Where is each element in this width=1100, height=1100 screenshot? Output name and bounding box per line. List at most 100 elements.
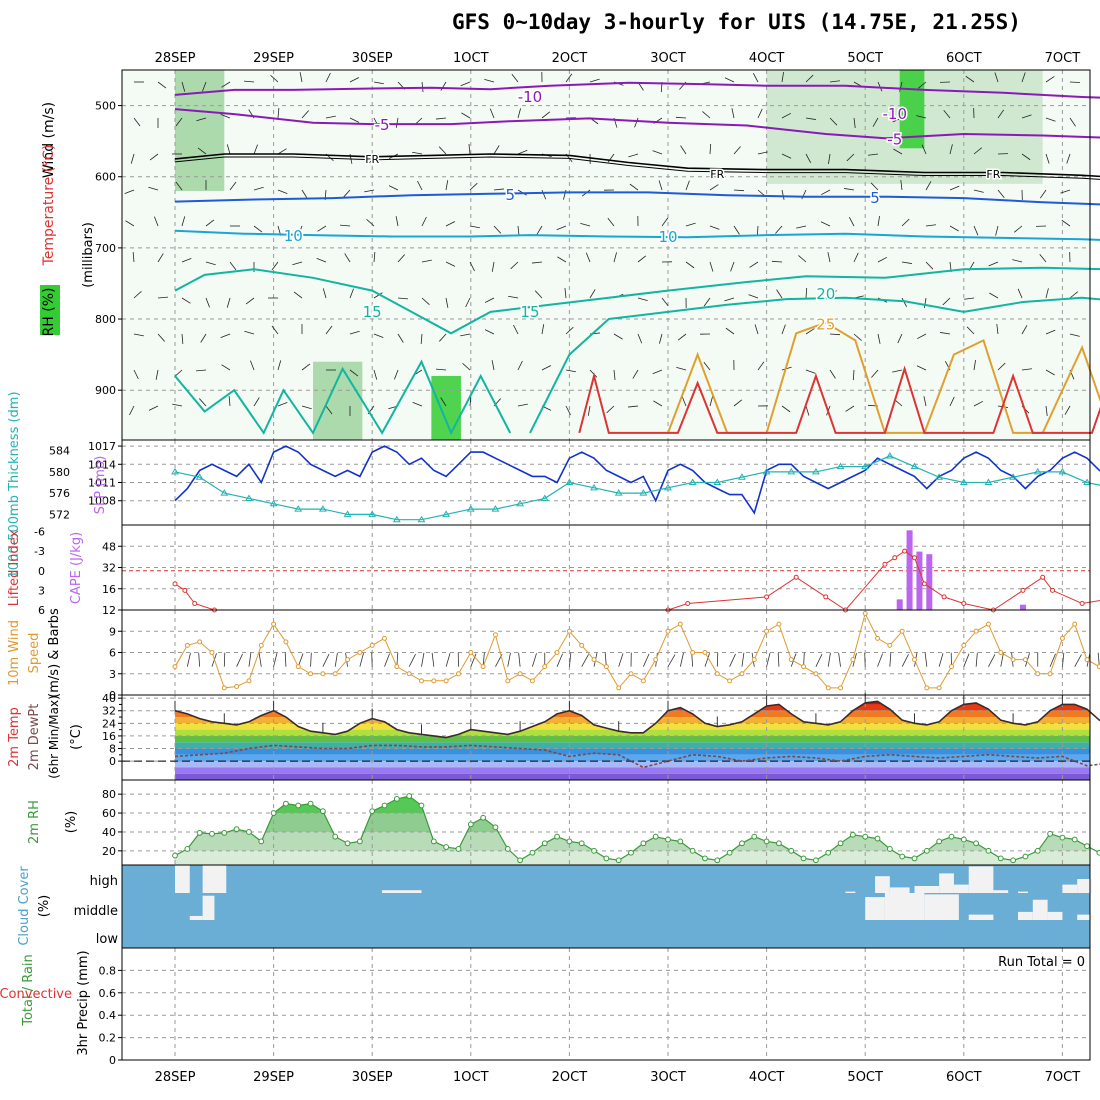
wind-barb — [1012, 259, 1023, 263]
data-point — [640, 840, 647, 847]
temp-band — [175, 767, 1090, 774]
data-point — [788, 847, 795, 854]
data-point — [825, 849, 832, 856]
wind-barb — [637, 255, 647, 263]
wind-barb — [675, 116, 687, 119]
wind-barb — [417, 180, 423, 191]
data-point — [751, 657, 757, 663]
data-point — [1047, 830, 1053, 837]
data-point — [899, 853, 906, 860]
wind-barb — [301, 363, 311, 371]
wind-barb-10m — [729, 653, 736, 667]
wind-barb — [181, 216, 186, 227]
wind-barb — [1045, 76, 1055, 83]
wind-barb — [652, 369, 663, 375]
wind-barb — [1039, 253, 1047, 263]
data-point — [270, 810, 277, 816]
isotherm-label: -5 — [375, 116, 390, 134]
wind-barb — [943, 109, 951, 119]
data-point — [357, 650, 363, 655]
wind-barb — [731, 108, 735, 119]
wind-barb — [325, 325, 333, 335]
wind-barb — [469, 261, 475, 272]
data-point — [529, 678, 535, 684]
wind-barb — [827, 252, 831, 263]
data-point — [887, 642, 893, 648]
wind-barb — [949, 185, 960, 191]
data-point — [985, 847, 992, 854]
wind-barb — [271, 325, 279, 335]
wind-barb — [244, 330, 255, 335]
wind-barb-10m — [384, 653, 390, 667]
data-point — [406, 793, 413, 799]
cloud-gap — [1062, 884, 1078, 893]
wind-barb-10m — [975, 652, 978, 667]
y-tick-label: 8 — [109, 743, 116, 756]
wind-barb-10m — [569, 652, 572, 667]
wind-barb — [397, 254, 405, 263]
wind-barb-10m — [284, 652, 287, 667]
data-point — [554, 650, 560, 655]
thickness-marker — [590, 483, 598, 491]
thickness-marker — [959, 478, 968, 485]
isotherm-line — [174, 229, 1100, 241]
wind-barb — [820, 189, 831, 196]
data-point — [209, 830, 215, 837]
data-point — [480, 814, 487, 821]
y-tick-label: 20 — [102, 845, 116, 858]
wind-barb — [1045, 405, 1048, 416]
wind-barb — [829, 333, 841, 336]
wind-barb-10m — [421, 652, 425, 667]
wind-barb — [205, 261, 216, 266]
data-point — [998, 650, 1004, 655]
wind-barb — [877, 333, 881, 344]
wind-barb — [420, 333, 423, 344]
x-tick-label-top: 29SEP — [253, 51, 294, 66]
y-tick-label: 0 — [109, 755, 116, 768]
wind-barb — [181, 81, 186, 92]
wind-barb — [301, 405, 312, 410]
cloud-gap — [202, 895, 215, 920]
data-point — [197, 639, 203, 645]
x-tick-label-bottom: 3OCT — [650, 1070, 686, 1085]
data-point — [1071, 836, 1078, 843]
wind-barb — [221, 81, 231, 88]
data-point — [344, 840, 351, 847]
wind-barb — [349, 117, 360, 123]
data-point — [221, 685, 227, 691]
data-point — [258, 838, 265, 845]
cloud-gap — [968, 866, 994, 893]
isotherm-line — [174, 359, 512, 436]
x-tick-label-bottom: 2OCT — [552, 1070, 588, 1085]
cloud-level-label: middle — [74, 904, 118, 919]
temp-band — [175, 761, 1090, 768]
wind-barb — [781, 324, 786, 335]
data-point — [823, 594, 829, 600]
data-point — [1035, 671, 1041, 677]
data-point — [504, 846, 511, 852]
data-point — [566, 838, 573, 845]
wind-barb — [973, 225, 979, 236]
thickness-line — [174, 455, 1100, 521]
wind-barb — [421, 216, 427, 227]
axis-label: Cloud Cover — [17, 866, 32, 946]
data-point — [924, 685, 930, 691]
wind-barb-10m — [273, 652, 278, 667]
data-point — [801, 664, 807, 670]
wind-barb — [564, 288, 567, 299]
wind-barb — [292, 261, 303, 266]
wind-barb — [924, 297, 927, 308]
wind-barb — [181, 297, 191, 304]
panel-frame — [121, 947, 1091, 1061]
data-point — [283, 639, 289, 645]
data-point — [394, 664, 400, 670]
data-point — [763, 838, 770, 845]
wind-barbs — [124, 71, 1081, 416]
rh-band — [175, 850, 1090, 865]
isotherm-line — [174, 153, 1100, 178]
isotherm-line — [174, 81, 1100, 99]
data-point — [936, 685, 942, 691]
y-tick-label: 700 — [95, 242, 116, 255]
data-point — [800, 855, 807, 862]
wind-barb-10m — [815, 653, 823, 667]
